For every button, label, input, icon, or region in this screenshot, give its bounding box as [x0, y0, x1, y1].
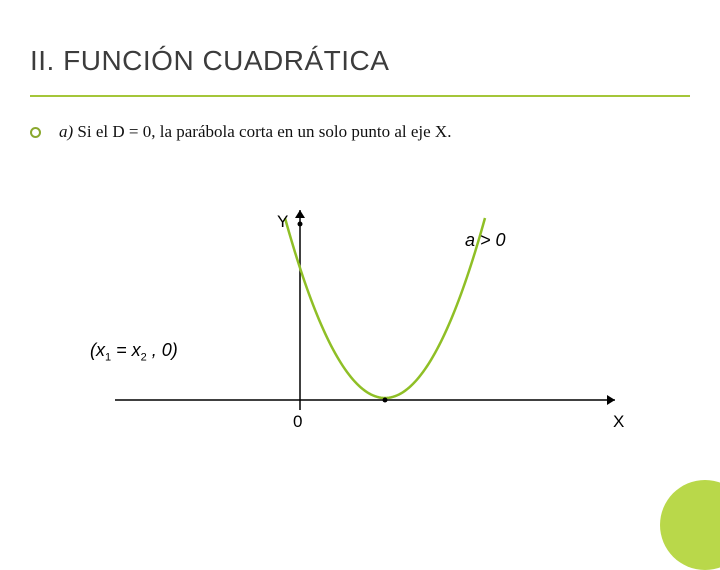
chart-svg [75, 200, 635, 460]
bullet-prefix: a) [59, 122, 77, 141]
bullet-text: a) Si el D = 0, la parábola corta en un … [59, 122, 451, 142]
parabola-chart: Y a > 0 (x1 = x2 , 0) 0 X [75, 200, 635, 460]
bullet-marker-icon [30, 127, 41, 138]
condition-label: a > 0 [465, 230, 506, 251]
vertex-label: (x1 = x2 , 0) [90, 340, 178, 364]
bullet-body: Si el D = 0, la parábola corta en un sol… [77, 122, 451, 141]
slide-title: II. FUNCIÓN CUADRÁTICA [30, 45, 690, 77]
y-axis-label: Y [277, 212, 288, 232]
corner-decoration-icon [660, 480, 720, 570]
bullet-item: a) Si el D = 0, la parábola corta en un … [0, 97, 720, 142]
origin-label: 0 [293, 412, 302, 432]
x-axis-label: X [613, 412, 624, 432]
